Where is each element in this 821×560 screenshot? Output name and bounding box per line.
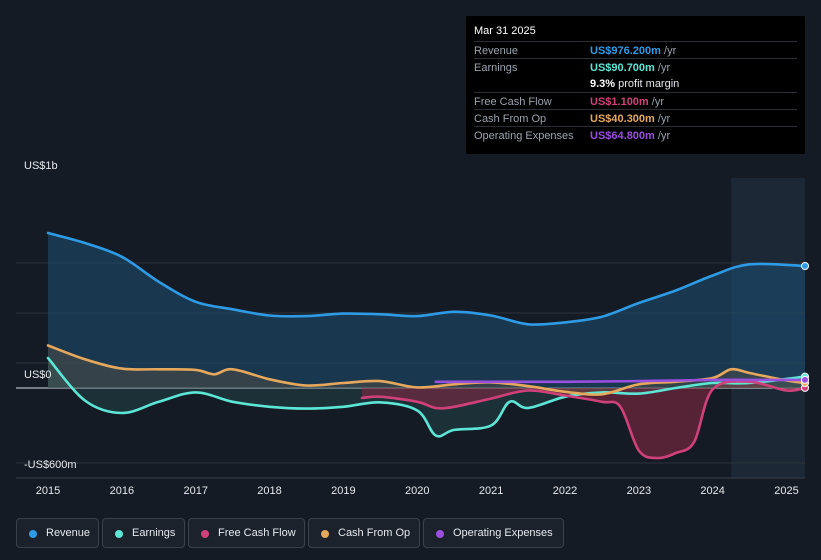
legend-label: Revenue — [46, 527, 91, 539]
legend-item-cash-from-op[interactable]: Cash From Op — [308, 518, 420, 548]
legend-item-earnings[interactable]: Earnings — [102, 518, 185, 548]
x-tick-label-2022: 2022 — [552, 485, 578, 497]
legend-dot — [115, 530, 123, 538]
tooltip-label: Free Cash Flow — [474, 96, 552, 108]
legend-dot — [321, 530, 329, 538]
tooltip-row-earnings: Earnings US$90.700m /yr — [474, 58, 797, 76]
legend-label: Free Cash Flow — [218, 527, 296, 539]
tooltip-label: Operating Expenses — [474, 130, 574, 142]
y-axis-label-top: US$1b — [24, 160, 58, 172]
legend-dot — [201, 530, 209, 538]
y-axis-label-bottom: -US$600m — [24, 459, 77, 471]
cash-from-op-line — [46, 344, 807, 396]
legend-label: Operating Expenses — [453, 527, 553, 539]
tooltip-label: Earnings — [474, 62, 518, 74]
revenue-end-marker — [801, 262, 809, 270]
legend-item-operating-expenses[interactable]: Operating Expenses — [423, 518, 564, 548]
tooltip-profit-margin: 9.3% profit margin — [590, 78, 680, 90]
tooltip-row-revenue: Revenue US$976.200m /yr — [474, 41, 797, 59]
free-cash-flow-line — [360, 380, 807, 460]
x-tick-label-2016: 2016 — [109, 485, 135, 497]
tooltip-row-margin: 9.3% profit margin — [474, 75, 797, 92]
chart-lines — [46, 231, 807, 460]
chart-markers — [801, 262, 809, 392]
operating-expenses-end-marker — [801, 375, 809, 384]
tooltip-row-fcf: Free Cash Flow US$1.100m /yr — [474, 92, 797, 110]
x-tick-label-2019: 2019 — [331, 485, 356, 497]
tooltip-value-opex: US$64.800m /yr — [590, 130, 671, 142]
x-tick-label-2021: 2021 — [478, 485, 504, 497]
revenue-area — [48, 233, 805, 388]
tooltip-label: Cash From Op — [474, 113, 547, 125]
x-tick-label-2020: 2020 — [405, 485, 430, 497]
tooltip-panel: Mar 31 2025 Revenue US$976.200m /yr Earn… — [466, 16, 805, 154]
tooltip-value-fcf: US$1.100m /yr — [590, 96, 665, 108]
legend-dot — [436, 530, 444, 538]
legend-item-revenue[interactable]: Revenue — [16, 518, 99, 548]
y-axis-label-zero: US$0 — [24, 369, 52, 381]
operating-expenses-line — [434, 378, 807, 384]
cash-from-op-area — [48, 345, 805, 395]
tooltip-row-cfo: Cash From Op US$40.300m /yr — [474, 109, 797, 127]
revenue-line — [46, 231, 807, 326]
legend-dot — [29, 530, 37, 538]
legend-label: Earnings — [132, 527, 176, 539]
tooltip-row-opex: Operating Expenses US$64.800m /yr — [474, 126, 797, 144]
earnings-line — [46, 356, 807, 438]
tooltip-value-revenue: US$976.200m /yr — [590, 45, 677, 57]
x-tick-label-2017: 2017 — [183, 485, 208, 497]
x-tick-label-2024: 2024 — [700, 485, 725, 497]
legend-label: Cash From Op — [338, 527, 411, 539]
tooltip-date: Mar 31 2025 — [474, 25, 536, 37]
tooltip-label: Revenue — [474, 45, 519, 57]
x-tick-label-2023: 2023 — [626, 485, 652, 497]
legend-item-free-cash-flow[interactable]: Free Cash Flow — [188, 518, 305, 548]
tooltip-value-cfo: US$40.300m /yr — [590, 113, 671, 125]
tooltip-value-earnings: US$90.700m /yr — [590, 62, 671, 74]
x-tick-label-2015: 2015 — [35, 485, 61, 497]
x-tick-label-2018: 2018 — [257, 485, 282, 497]
x-tick-label-2025: 2025 — [774, 485, 799, 497]
